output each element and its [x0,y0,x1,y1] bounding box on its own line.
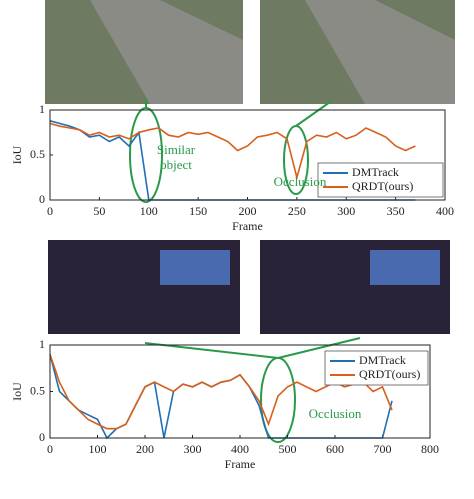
annotation-line: object [160,157,192,172]
x-tick-label: 100 [140,204,158,218]
arrow [277,337,361,359]
x-tick-label: 700 [374,442,392,456]
x-tick-label: 0 [47,204,53,218]
annotation-line: Occlusion [309,406,362,421]
x-tick-label: 600 [326,442,344,456]
y-axis-label: IoU [10,145,24,164]
y-tick-label: 0.5 [30,147,45,161]
y-tick-label: 1 [39,102,45,116]
y-tick-label: 0 [39,430,45,444]
x-axis-label: Frame [232,219,263,233]
x-tick-label: 100 [89,442,107,456]
x-tick-label: 350 [387,204,405,218]
photo-screen [370,250,440,285]
legend-label: DMTrack [359,353,406,367]
annotation-line: Similar [157,142,196,157]
x-tick-label: 200 [136,442,154,456]
y-tick-label: 1 [39,337,45,351]
x-tick-label: 400 [231,442,249,456]
x-tick-label: 300 [184,442,202,456]
legend-box [324,350,429,386]
legend-label: QRDT(ours) [359,367,420,381]
series-line [49,122,416,181]
annotation-line: Occlusion [274,174,327,189]
x-tick-label: 200 [239,204,257,218]
legend-label: QRDT(ours) [352,179,413,193]
plot-frame [49,109,446,201]
plot-frame [49,344,431,439]
x-tick-label: 50 [93,204,105,218]
photo-screen [160,250,230,285]
annotation: Similar object [157,142,196,172]
x-tick-label: 0 [47,442,53,456]
y-tick-label: 0.5 [30,383,45,397]
photo-road [305,0,455,104]
legend-label: DMTrack [352,165,399,179]
annotation: Occlusion [274,174,327,189]
x-axis-label: Frame [225,457,256,471]
x-tick-label: 300 [337,204,355,218]
photo-road [90,0,243,104]
annotation: Occlusion [309,406,362,421]
x-tick-label: 500 [279,442,297,456]
x-tick-label: 250 [288,204,306,218]
y-tick-label: 0 [39,192,45,206]
arrow [295,101,331,127]
x-tick-label: 800 [421,442,439,456]
y-axis-label: IoU [10,382,24,401]
legend-box [317,162,444,198]
x-tick-label: 400 [436,204,454,218]
x-tick-label: 150 [189,204,207,218]
